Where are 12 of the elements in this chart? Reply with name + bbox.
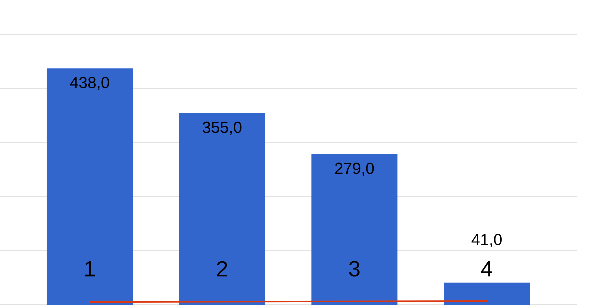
data-label: 438,0 [70, 77, 110, 90]
bar [312, 154, 398, 305]
data-label: 355,0 [202, 122, 242, 136]
x-tick-label: 4 [481, 261, 492, 277]
x-tick-label: 2 [217, 261, 228, 277]
bar [46, 68, 134, 305]
bar [179, 113, 266, 305]
x-tick-label: 1 [86, 261, 96, 277]
x-tick-label: 3 [349, 261, 360, 277]
data-label: 279,0 [335, 162, 374, 176]
data-label: 41,0 [472, 234, 502, 248]
bar [444, 282, 530, 305]
